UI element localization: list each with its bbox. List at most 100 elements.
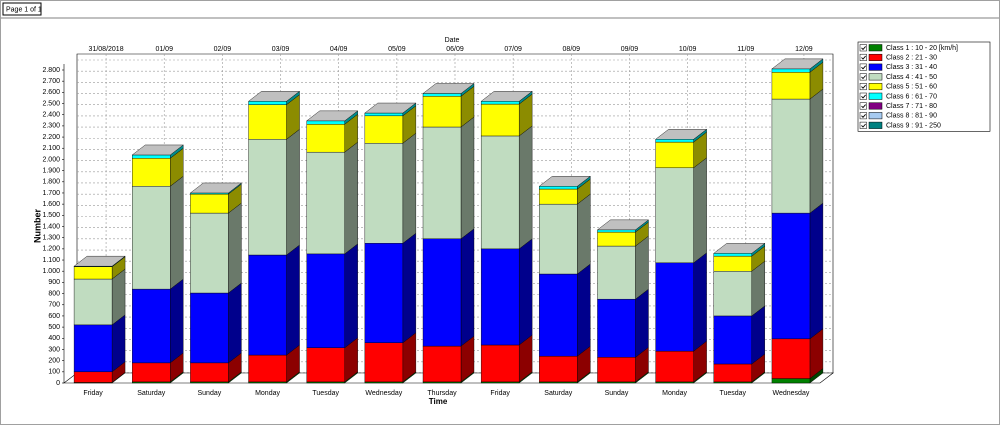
y-tick-label: 1.800 (42, 179, 60, 186)
bar-stack (771, 58, 824, 384)
legend-checkbox[interactable] (859, 83, 867, 91)
legend-check (861, 75, 866, 80)
bar-top (131, 144, 184, 156)
bar-segment (597, 231, 636, 247)
bar-stack (596, 219, 650, 384)
date-label: 06/09 (446, 46, 464, 53)
bar-stack (422, 83, 475, 384)
y-tick-label: 1.900 (42, 167, 60, 174)
bar-segment (713, 315, 752, 365)
x-axis-title: Time (429, 397, 448, 406)
legend-checkbox[interactable] (859, 73, 867, 81)
legend-check (861, 123, 866, 128)
legend-label: Class 2 : 21 - 30 (886, 55, 937, 62)
legend-checkbox[interactable] (859, 102, 867, 110)
bar-segment (73, 371, 113, 383)
bar-segment (771, 98, 811, 214)
bar-segment (480, 103, 520, 137)
legend-checkbox[interactable] (859, 112, 867, 120)
legend-label: Class 7 : 71 - 80 (886, 103, 937, 110)
date-label: 12/09 (795, 46, 813, 53)
bar-segment (713, 363, 752, 383)
legend-checkbox[interactable] (859, 63, 867, 71)
bar-segment (132, 158, 171, 187)
date-label: 10/09 (679, 46, 697, 53)
bar-segment (655, 139, 694, 143)
y-tick-label: 900 (48, 279, 60, 286)
bar-side (577, 193, 591, 275)
bar-side (402, 132, 417, 244)
bar-top (306, 110, 359, 122)
bar-top (655, 129, 708, 140)
y-tick-label: 300 (48, 346, 60, 353)
bar-segment (73, 324, 113, 373)
x-tick-label: Wednesday (365, 390, 402, 397)
bar-side (635, 288, 649, 358)
legend-swatch (868, 73, 883, 81)
bar-segment (73, 266, 113, 280)
bar-segment (190, 362, 229, 383)
y-tick-label: 2.400 (42, 112, 60, 119)
y-tick-label: 2.100 (42, 145, 60, 152)
legend-swatch (868, 53, 883, 61)
bar-side (286, 244, 300, 356)
bar-segment (248, 354, 287, 383)
legend-check (861, 84, 866, 89)
y-tick-label: 1.700 (42, 190, 60, 197)
legend-label: Class 1 : 10 - 20 [km/h] (886, 45, 958, 52)
bar-top (596, 219, 650, 231)
bar-segment (132, 288, 171, 364)
x-tick-label: Monday (255, 390, 280, 397)
bar-side (693, 157, 707, 264)
bar-segment (597, 357, 636, 383)
bar-segment (132, 154, 171, 159)
y-tick-label: 1.000 (42, 268, 60, 275)
bar-side (518, 125, 533, 250)
bar-segment (597, 245, 636, 300)
legend-swatch (868, 92, 883, 100)
bar-stack (655, 128, 708, 384)
bar-segment (73, 278, 113, 326)
bar-side (809, 88, 824, 214)
y-tick-label: 400 (48, 335, 60, 342)
y-tick-label: 2.200 (42, 134, 60, 141)
bar-segment (655, 262, 694, 352)
legend-checkbox[interactable] (859, 44, 867, 52)
bar-top (247, 91, 301, 102)
legend-label: Class 6 : 61 - 70 (886, 93, 937, 100)
bar-segment (248, 139, 287, 256)
y-tick-label: 100 (48, 369, 60, 376)
legend-swatch (868, 121, 883, 129)
legend-swatch (868, 63, 883, 71)
bar-side (402, 232, 417, 344)
bar-segment (480, 248, 520, 346)
bar-segment (539, 188, 578, 205)
legend-checkbox[interactable] (859, 53, 867, 61)
bar-segment (771, 212, 811, 340)
date-label: 07/09 (504, 46, 522, 53)
legend-check (861, 114, 866, 118)
date-label: 04/09 (330, 46, 348, 53)
bar-side (228, 202, 242, 294)
bar-segment (713, 271, 752, 317)
bar-side (344, 243, 358, 349)
y-tick-label: 1.600 (42, 201, 60, 208)
page-box (2, 2, 42, 16)
bar-top (771, 58, 824, 70)
legend-swatch (868, 44, 883, 52)
bar-segment (480, 135, 520, 250)
legend-swatch (868, 112, 883, 120)
bar-segment (597, 229, 636, 233)
legend-checkbox[interactable] (859, 121, 867, 129)
date-label: 09/09 (621, 46, 639, 53)
legend-check (861, 94, 866, 99)
bar-segment (364, 143, 404, 244)
x-tick-label: Saturday (544, 390, 573, 397)
legend-check (861, 55, 866, 60)
bar-segment (248, 104, 287, 140)
y-axis-title: Number (32, 209, 42, 244)
legend-checkbox[interactable] (859, 92, 867, 100)
bar-stack (247, 90, 301, 384)
bar-segment (422, 345, 462, 383)
